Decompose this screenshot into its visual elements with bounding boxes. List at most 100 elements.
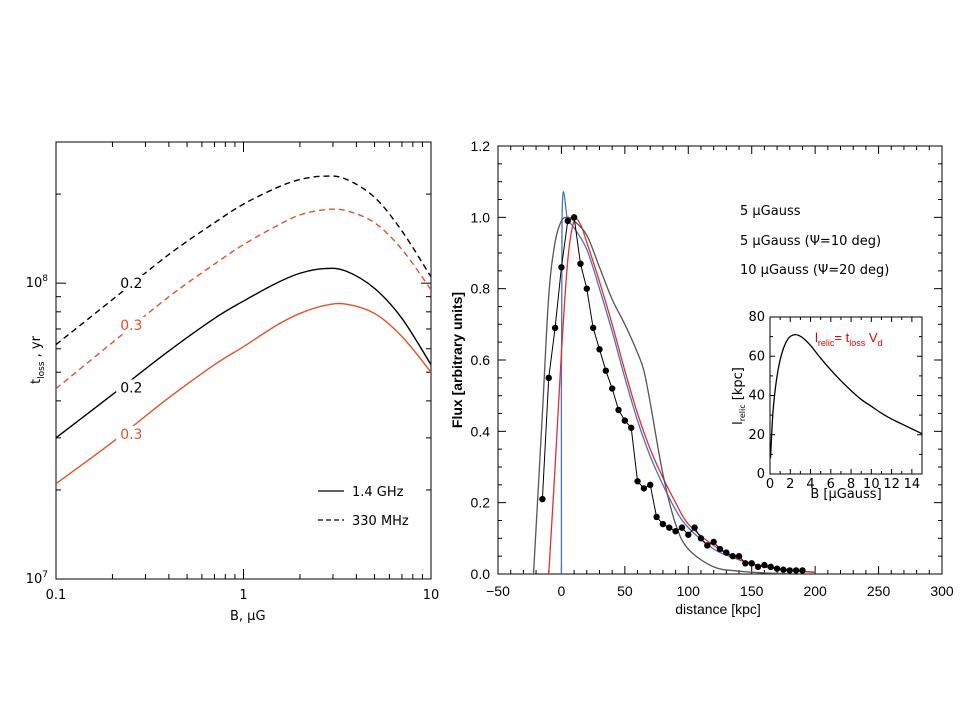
right-y-label: Flux [arbitrary units] <box>449 292 465 428</box>
inset-x-tick-label: 12 <box>883 477 900 492</box>
right-legend-1: 5 μGauss <box>740 204 801 219</box>
right-x-tick-label: 100 <box>677 583 701 599</box>
data-point <box>583 285 590 292</box>
data-point <box>710 538 717 546</box>
data-point <box>729 552 736 560</box>
right-y-tick-label: 0.4 <box>471 423 491 439</box>
data-point <box>628 424 635 431</box>
data-point <box>780 566 787 573</box>
data-point <box>615 406 622 414</box>
data-point <box>653 513 660 521</box>
right-y-tick-label: 0.6 <box>471 352 491 368</box>
data-point <box>608 385 616 392</box>
left-series-line <box>55 175 432 346</box>
inset-x-tick-label: 14 <box>904 477 921 492</box>
inset-y-label-sub: relic <box>738 404 747 421</box>
inset-x-tick-label: 4 <box>806 477 814 492</box>
left-series-line <box>55 208 432 390</box>
left-series-line <box>55 302 432 485</box>
inset-line <box>769 334 923 459</box>
right-legend-2: 5 μGauss (Ψ=10 deg) <box>740 234 881 249</box>
inset-x-tick-label: 8 <box>847 477 855 492</box>
right-ticks: −50 0 50 100 150 200 250 3000.00.20.40.60.81.01… <box>471 138 954 599</box>
data-point <box>735 552 743 560</box>
right-y-tick-label: 0.0 <box>471 566 491 582</box>
inset-x-tick-label: 0 <box>766 477 774 492</box>
line-annotation: 0.3 <box>120 427 142 443</box>
inset-x-label: B [μGauss] <box>810 487 881 502</box>
left-y-tick-label: 107 <box>26 570 48 587</box>
left-y-tick-exp: 7 <box>42 570 48 580</box>
right-y-tick-label: 0.8 <box>471 281 491 297</box>
data-point <box>792 567 800 574</box>
inset-title-eq: = t <box>834 330 849 345</box>
right-legend: 5 μGauss 5 μGauss (Ψ=10 deg) 10 μGauss (… <box>740 204 889 278</box>
right-y-tick-label: 1.2 <box>471 138 491 154</box>
data-point <box>786 567 793 574</box>
data-point <box>704 542 711 549</box>
inset-series <box>769 334 923 459</box>
data-point <box>621 417 629 424</box>
data-point <box>539 495 546 503</box>
annotation-bg <box>116 379 147 396</box>
left-x-tick-label: 0.1 <box>46 588 67 603</box>
data-point <box>647 481 654 489</box>
left-legend: 1.4 GHz 330 MHz <box>318 485 409 529</box>
inset-title-sub2: loss <box>849 338 866 348</box>
data-point <box>640 485 648 492</box>
data-point <box>596 346 603 353</box>
data-point <box>602 367 610 374</box>
line-annotation: 0.3 <box>120 318 142 334</box>
data-point <box>748 560 755 567</box>
data-point <box>558 264 565 271</box>
inset-y-label-main: l <box>731 421 746 425</box>
inset-y-label-tail: [kpc] <box>731 367 746 404</box>
inset-title-sub3: d <box>878 338 883 348</box>
left-y-tick-exp: 8 <box>42 274 48 284</box>
inset-x-tick-label: 6 <box>827 477 835 492</box>
data-point <box>666 524 673 531</box>
right-y-tick-label: 1.0 <box>471 209 491 225</box>
left-x-tick-label: 10 <box>423 588 440 603</box>
left-y-label-tail: , yr <box>29 335 44 361</box>
data-point <box>754 563 762 571</box>
right-x-tick-label: 200 <box>803 583 827 599</box>
left-y-label: tloss , yr <box>29 335 47 384</box>
legend-label-2: 330 MHz <box>352 514 409 529</box>
data-point <box>761 561 768 569</box>
data-point <box>773 565 781 572</box>
left-x-label: B, μG <box>230 609 266 624</box>
right-x-label: distance [kpc] <box>675 601 761 617</box>
left-annotations: 0.2 0.3 0.2 0.3 <box>116 275 147 443</box>
left-y-tick-base: 10 <box>26 572 43 587</box>
annotation-bg <box>116 316 147 333</box>
data-point <box>545 374 552 382</box>
right-series <box>532 191 816 575</box>
inset-y-tick-label: 20 <box>748 428 765 443</box>
annotation-bg <box>116 425 147 442</box>
data-point <box>659 520 667 528</box>
right-x-tick-label: 0 <box>558 583 566 599</box>
left-y-label-main: t <box>29 379 44 384</box>
inset-frame <box>769 316 923 475</box>
model-line <box>532 216 790 575</box>
inset-x-tick-label: 2 <box>786 477 794 492</box>
data-point <box>634 478 641 485</box>
data-point <box>742 560 749 567</box>
right-x-tick-label: 250 <box>867 583 891 599</box>
left-x-tick-label: 1 <box>239 588 247 603</box>
inset-title-main: l <box>815 330 818 345</box>
data-point <box>767 563 774 571</box>
inset-y-tick-label: 80 <box>748 310 765 325</box>
line-annotation: 0.2 <box>120 276 142 292</box>
inset-y-tick-label: 60 <box>748 349 765 364</box>
data-point <box>589 324 597 332</box>
right-x-tick-label: −50 <box>486 583 510 599</box>
inset-x-tick-label: 10 <box>863 477 880 492</box>
line-annotation: 0.2 <box>120 381 142 397</box>
